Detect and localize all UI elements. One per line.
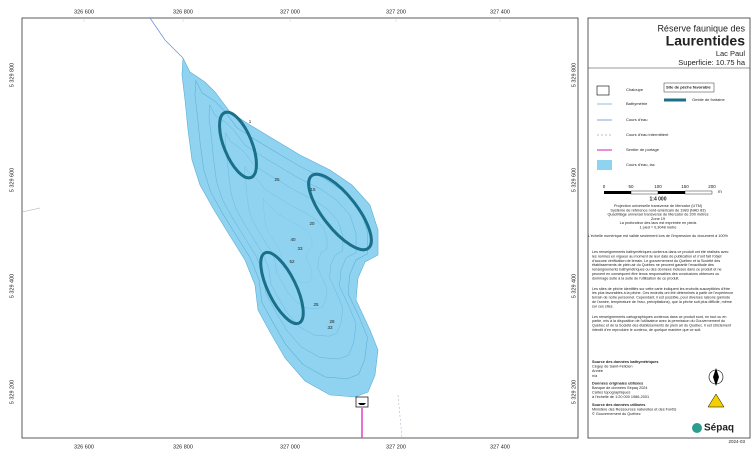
intermittent-stream: [397, 394, 403, 439]
legend-item: Bathymétrie: [626, 101, 648, 106]
depth-label: 20: [309, 221, 315, 226]
depth-label: 33: [297, 246, 303, 251]
grid-label: 5 329 200: [571, 380, 577, 404]
disclaimer: les plus favorables à la pêche. Ces endr…: [592, 291, 733, 295]
grid-label: 5 329 800: [571, 63, 577, 87]
depth-label: 25: [313, 302, 319, 307]
scale-unit: m: [718, 189, 722, 194]
legend-item: Chaloupe: [626, 87, 644, 92]
sepaq-logo-mark: [692, 423, 702, 433]
scale-tick: 200: [708, 184, 716, 189]
source: Année: [592, 369, 603, 373]
source: Ministère des Ressources naturelles et d…: [592, 407, 677, 411]
depth-label: 52: [289, 259, 295, 264]
disclaimer: dommage suite à la suite de l'utilisatio…: [592, 276, 679, 280]
grid-label: 327 000: [280, 9, 300, 15]
boat-icon: [355, 396, 369, 408]
disclaimer: Les sites de pêche identifiés sur cette …: [592, 287, 730, 291]
source: Cartes topographiques: [592, 391, 631, 395]
grid-label: 326 600: [74, 9, 94, 15]
disclaimer: partie, mis à la disposition de l'utilis…: [592, 319, 725, 323]
disclaimer: établissements de plein air du Québec ne…: [592, 263, 714, 267]
depth-label: 1: [249, 119, 252, 124]
legend-title: Site de pêche favorable: [666, 85, 711, 90]
projection: Zone 19: [651, 217, 665, 221]
scale-tick: 0: [603, 184, 606, 189]
north-arrow: [708, 368, 724, 386]
legend-item: Cours d'eau: [626, 117, 647, 122]
disclaimer: Québec et de la Société des établissemen…: [592, 324, 731, 328]
grid-label: 5 329 800: [9, 63, 15, 87]
source: n/a: [592, 374, 598, 378]
projection: Système de référence nord-américain de 1…: [610, 208, 706, 212]
scale-tick: 100: [654, 184, 662, 189]
date: 2024-03: [728, 439, 745, 444]
legend-symbols: [596, 82, 715, 170]
source: © Gouvernement du Québec: [592, 412, 641, 416]
grid-label: 326 600: [74, 444, 94, 450]
legend-item: Cours d'eau, lac: [626, 162, 655, 167]
source: Données originales utilisées: [592, 381, 643, 385]
lake-name: Lac Paul: [716, 49, 746, 58]
grid-label: 327 400: [490, 9, 510, 15]
stream: [149, 17, 184, 59]
grid-label: 5 329 400: [571, 274, 577, 298]
depth-label: 33: [327, 325, 333, 330]
disclaimer: peuvent en conséquent être tenus respons…: [592, 272, 719, 276]
grid-label: 5 329 600: [571, 168, 577, 192]
grid-label: 327 000: [280, 444, 300, 450]
grid-label: 326 800: [173, 444, 193, 450]
depth-label: 40: [290, 237, 296, 242]
scale-note: L'échelle numérique est valide seulement…: [588, 234, 729, 238]
grid-label: 326 800: [173, 9, 193, 15]
area: Superficie: 10.75 ha: [678, 58, 746, 67]
source: Source des données utilisées: [592, 403, 645, 407]
source: Banque de données Sépaq 2024: [592, 386, 648, 390]
source: Source des données bathymétriques: [592, 360, 658, 364]
source: à l'échelle de 1:20 000 1986-2001: [592, 395, 649, 399]
projection: La profondeur des lacs est exprimée en p…: [620, 221, 697, 225]
grid-label: 5 329 400: [9, 274, 15, 298]
disclaimer: de l'année, température de l'eau, précip…: [592, 300, 732, 304]
disclaimer: sur ces sites.: [592, 304, 614, 308]
depth-label: 28: [329, 319, 335, 324]
disclaimer: renseignements bathymétriques ou des don…: [592, 268, 722, 272]
source: Cégep de Saint-Félicien: [592, 365, 633, 369]
scale-bar: [604, 190, 713, 195]
fishing-sites: [218, 110, 373, 326]
legend-item: Cours d'eau intermittent: [626, 132, 669, 137]
title: Réserve faunique des: [657, 23, 745, 33]
scale-ratio: 1:4 000: [650, 196, 667, 202]
projection: Projection universelle transverse de Mer…: [614, 204, 703, 208]
legend-item: Sentier de portage: [626, 147, 660, 152]
grid-label: 327 200: [386, 9, 406, 15]
grid: [83, 18, 501, 22]
scale-tick: 50: [628, 184, 634, 189]
grid-label: 327 200: [386, 444, 406, 450]
grid-label: 5 329 200: [9, 380, 15, 404]
disclaimer: interdit d'en reproduire le contenu, de …: [592, 328, 701, 332]
grid-label: 327 400: [490, 444, 510, 450]
grid-label: 5 329 600: [9, 168, 15, 192]
disclaimer: Les renseignements cartographiques conte…: [592, 315, 726, 319]
disclaimer: Les renseignements bathymétriques conten…: [592, 250, 729, 254]
disclaimer: les normes en vigueur au moment de leur …: [592, 254, 722, 258]
projection: Quadrillage universel transverse de Merc…: [607, 213, 708, 217]
legend-item: Omble de fontaine: [692, 97, 725, 102]
disclaimer: d'aucune vérification de terrain. Le gou…: [592, 259, 720, 263]
scale-tick: 150: [681, 184, 689, 189]
projection: 1 pied = 0,3048 mètre: [639, 226, 676, 230]
title: Laurentides: [666, 33, 746, 49]
warning-icon: [707, 393, 725, 408]
depth-label: 15: [310, 187, 316, 192]
logo: Sépaq: [704, 423, 734, 434]
boat-icon: [358, 403, 366, 405]
depth-label: 25: [274, 177, 280, 182]
stream: [21, 207, 41, 213]
disclaimer: terrain de notre personnel. Cependant, i…: [592, 296, 730, 300]
